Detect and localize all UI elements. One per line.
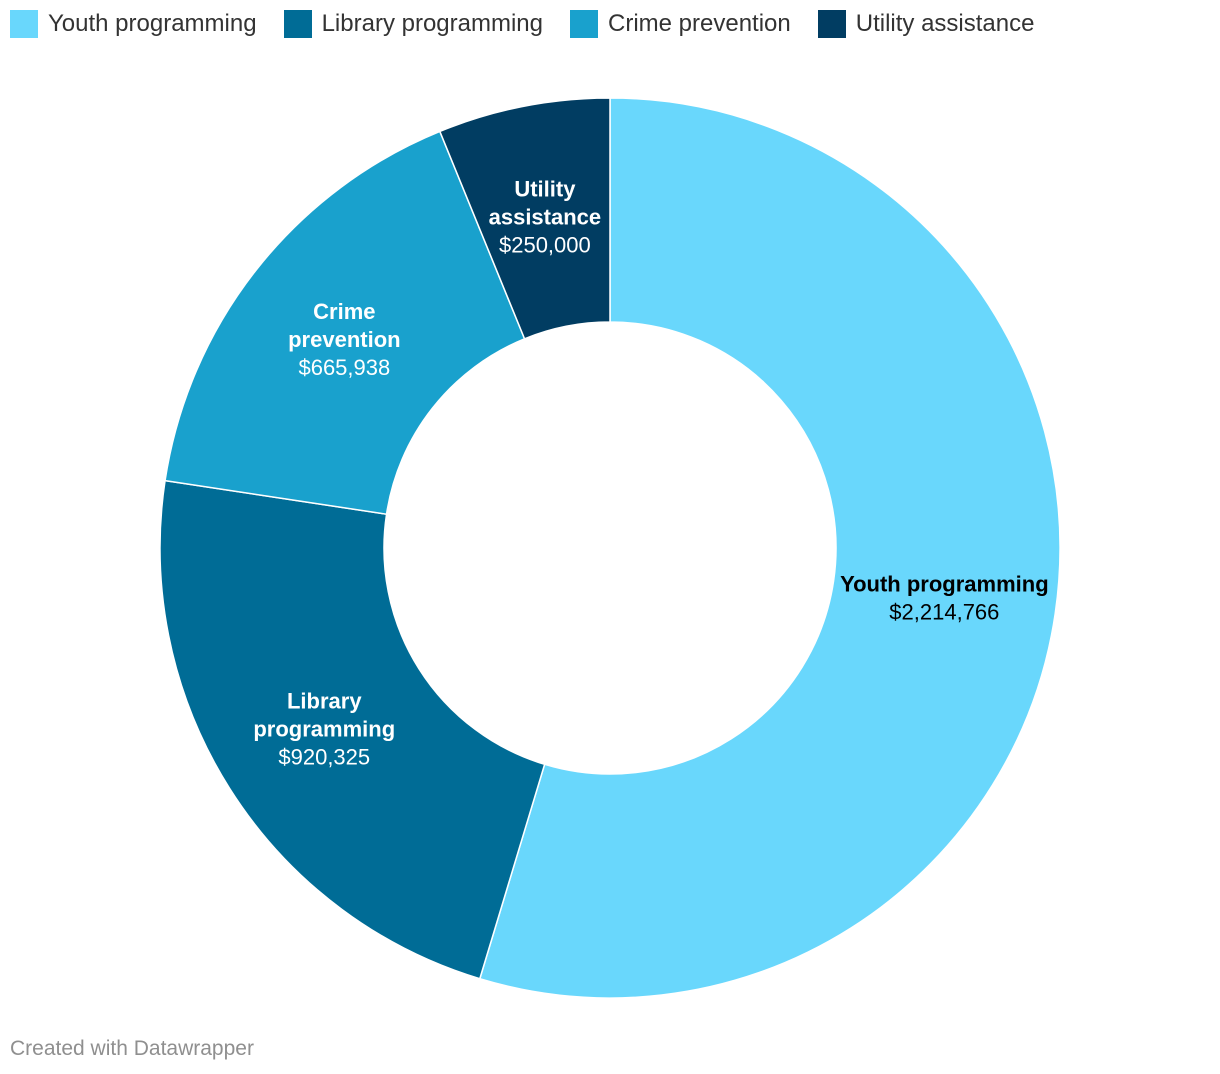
slice-value-label: $250,000	[499, 232, 591, 257]
slice-label-youth-programming: Youth programming $2,214,766	[840, 571, 1049, 624]
slice-label-name-line: Library	[287, 689, 362, 714]
donut-slice-crime-prevention	[164, 130, 526, 516]
slice-label-name-line: Utility	[514, 176, 576, 201]
legend-label-utility-assistance: Utility assistance	[855, 10, 1035, 37]
slice-value-label: $920,325	[278, 745, 370, 770]
legend-item-crime-prevention: Crime prevention	[570, 10, 791, 38]
legend-item-library-programming: Library programming	[283, 10, 543, 38]
legend-swatch-youth-programming	[10, 10, 38, 38]
donut-slice-youth-programming	[478, 97, 1061, 999]
legend-item-utility-assistance: Utility assistance	[817, 10, 1035, 38]
slice-value-label: $2,214,766	[889, 599, 999, 624]
slice-label-name-line: Crime	[313, 299, 375, 324]
donut-slice-library-programming	[159, 479, 546, 980]
slice-label-name-line: programming	[253, 717, 395, 742]
legend-swatch-library-programming	[283, 10, 312, 38]
legend-label-library-programming: Library programming	[321, 10, 543, 37]
legend-swatch-utility-assistance	[817, 10, 846, 38]
slice-label-name-line: assistance	[489, 204, 602, 229]
slice-value-label: $665,938	[298, 355, 390, 380]
slice-label-name-line: prevention	[288, 327, 400, 352]
donut-slice-utility-assistance	[438, 97, 611, 340]
slice-label-utility-assistance: Utility assistance $250,000	[489, 176, 602, 257]
legend-label-youth-programming: Youth programming	[48, 10, 257, 37]
credit-text: Created with Datawrapper	[10, 1037, 254, 1060]
legend-swatch-crime-prevention	[570, 10, 598, 38]
slice-label-library-programming: Library programming $920,325	[253, 689, 395, 770]
chart-legend: Youth programming Library programming Cr…	[10, 9, 1061, 39]
slice-label-crime-prevention: Crime prevention $665,938	[288, 299, 400, 380]
legend-item-youth-programming: Youth programming	[10, 10, 257, 38]
legend-label-crime-prevention: Crime prevention	[608, 10, 791, 37]
slice-label-name-line: Youth programming	[840, 571, 1049, 596]
